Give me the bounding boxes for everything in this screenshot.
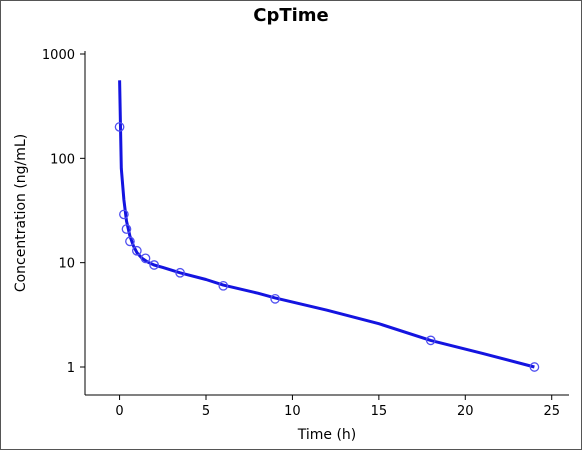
data-point <box>121 224 132 234</box>
data-point <box>218 280 229 291</box>
data-point <box>149 260 159 270</box>
data-point <box>270 293 280 304</box>
x-tick-label: 15 <box>371 404 388 419</box>
data-point <box>125 236 135 247</box>
series-line <box>118 80 535 369</box>
data-point <box>114 122 125 132</box>
y-axis-label: Concentration (ng/mL) <box>13 134 29 292</box>
data-point <box>175 267 185 278</box>
x-tick-label: 10 <box>284 404 301 419</box>
y-tick-label: 1 <box>67 361 75 376</box>
y-tick-label: 10 <box>58 257 75 272</box>
x-tick-label: 20 <box>457 404 474 419</box>
data-point <box>119 209 129 220</box>
axes <box>84 51 569 396</box>
chart-title: CpTime <box>253 5 329 26</box>
series-layer <box>114 80 540 372</box>
data-point <box>140 253 151 264</box>
data-point <box>132 245 142 256</box>
x-tick-label: 5 <box>202 404 210 419</box>
data-point <box>529 362 540 372</box>
data-point <box>425 335 436 346</box>
x-axis-label: Time (h) <box>297 427 357 443</box>
y-tick-label: 100 <box>50 152 75 167</box>
y-tick-label: 1000 <box>42 48 75 63</box>
ticks: 0 5 10 15 20 25 1 10 100 1000 <box>42 48 560 419</box>
x-tick-label: 25 <box>543 404 560 419</box>
x-tick-label: 0 <box>115 404 123 419</box>
